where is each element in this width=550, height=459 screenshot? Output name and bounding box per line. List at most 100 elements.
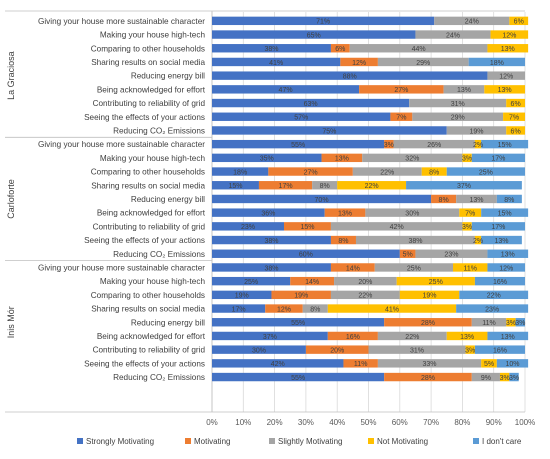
data-label: 8% (504, 197, 514, 204)
bar-segment (390, 112, 413, 121)
row-label: Comparing to other households (91, 168, 205, 177)
bar-segment (487, 263, 525, 272)
data-label: 47% (279, 87, 293, 94)
data-label: 44% (412, 46, 426, 53)
bar-segment (330, 44, 350, 53)
data-label: 23% (485, 306, 499, 313)
x-tick-label: 100% (515, 418, 535, 427)
data-label: 7% (509, 115, 519, 122)
data-label: 13% (501, 252, 515, 259)
x-axis-ticks: 0% 10% 20% 30% 40% 50% 60% 70% 80% 90% 100% (206, 418, 535, 427)
bar-segment (212, 30, 416, 39)
bar-segment (330, 290, 400, 300)
data-label: 2% (473, 142, 483, 149)
bar-segment (431, 194, 457, 204)
data-label: 3% (384, 142, 394, 149)
bar-segment (506, 98, 525, 108)
bar-segment (396, 276, 475, 286)
data-label: 55% (291, 320, 305, 327)
data-label: 7% (396, 115, 406, 122)
data-label: 13% (495, 238, 509, 245)
bar-segment (312, 181, 338, 190)
bar-segment (212, 276, 291, 286)
data-labels: 71% 24% 6% 65% 24% 12% 38% 6% 44% 13% 41% 12% 29% 18%… (228, 19, 525, 382)
bar-segment (305, 345, 369, 354)
bar-segment (471, 222, 525, 231)
data-label: 7% (465, 210, 475, 217)
bar-segment (471, 372, 500, 382)
data-label: 3% (509, 375, 519, 382)
bar-segment (412, 112, 504, 121)
bar-segment (406, 181, 522, 190)
bar-segment (212, 194, 432, 204)
bar-segment (496, 194, 522, 204)
data-label: 16% (493, 347, 507, 354)
bar-segment (212, 112, 391, 121)
data-label: 3% (515, 320, 525, 327)
bar-segment (453, 263, 488, 272)
data-label: 15% (300, 224, 314, 231)
bar-segment (377, 359, 482, 368)
row-label: Making your house high-tech (100, 154, 206, 163)
bar-segment (481, 235, 522, 245)
bar-segment (474, 139, 482, 149)
bar-segment (271, 290, 331, 300)
x-tick-label: 20% (267, 418, 283, 427)
data-label: 55% (291, 375, 305, 382)
bar-segment (446, 167, 525, 176)
data-label: 13% (335, 156, 349, 163)
bar-segment (359, 85, 444, 94)
row-label: Comparing to other households (91, 44, 205, 53)
bar-segment (509, 372, 519, 382)
row-label: Being acknowledged for effort (97, 209, 206, 218)
bar-segment (374, 263, 454, 272)
data-label: 19% (423, 293, 437, 300)
bar-segment (337, 181, 407, 190)
data-label: 3% (500, 375, 510, 382)
data-label: 15% (228, 183, 242, 190)
bar-segment (377, 57, 469, 67)
x-tick-label: 40% (329, 418, 345, 427)
bar-segment (330, 235, 356, 245)
data-label: 20% (330, 347, 344, 354)
row-label: Giving your house more sustainable chara… (38, 263, 205, 272)
bar-segment (212, 181, 259, 190)
data-label: 29% (451, 115, 465, 122)
data-label: 16% (346, 334, 360, 341)
bar-segment (258, 181, 313, 190)
bar-segment (212, 304, 266, 313)
bar-segment (327, 331, 378, 341)
row-label: Reducing energy bill (131, 195, 205, 204)
group-label: Carloforte (6, 179, 16, 219)
bar-segment (324, 208, 366, 217)
data-label: 38% (264, 46, 278, 53)
data-label: 14% (346, 265, 360, 272)
data-label: 30% (252, 347, 266, 354)
data-label: 13% (457, 87, 471, 94)
data-label: 3% (465, 347, 475, 354)
bar-segment (474, 345, 525, 354)
data-label: 55% (291, 142, 305, 149)
bar-segment (212, 345, 306, 354)
bar-segment (465, 345, 475, 354)
data-label: 8% (338, 238, 348, 245)
bar-segment (446, 331, 488, 341)
data-label: 37% (457, 183, 471, 190)
data-label: 19% (294, 293, 308, 300)
data-label: 14% (305, 279, 319, 286)
x-tick-label: 10% (235, 418, 251, 427)
row-label: Comparing to other households (91, 291, 205, 300)
data-label: 5% (484, 361, 494, 368)
bar-segment (321, 153, 363, 163)
legend-label: Not Motivating (377, 437, 428, 446)
data-label: 13% (469, 197, 483, 204)
data-label: 17% (491, 224, 505, 231)
legend-swatch (473, 438, 479, 444)
data-label: 10% (505, 361, 519, 368)
data-label: 28% (421, 320, 435, 327)
data-label: 12% (502, 32, 516, 39)
data-label: 23% (444, 252, 458, 259)
data-label: 3% (462, 156, 472, 163)
data-label: 60% (299, 252, 313, 259)
legend-label: I don't care (482, 437, 522, 446)
